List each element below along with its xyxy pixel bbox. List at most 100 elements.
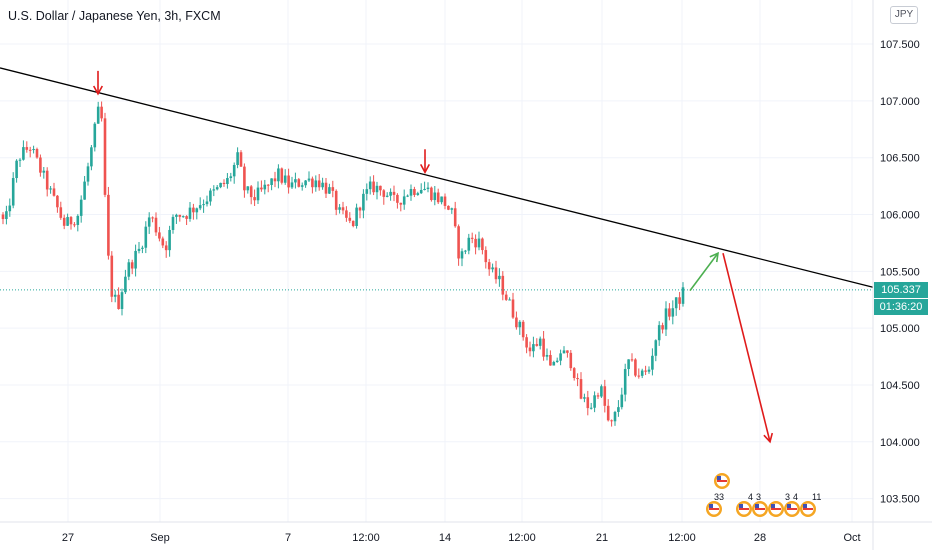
candle-body xyxy=(73,224,76,226)
candle-body xyxy=(246,186,250,191)
event-flag-canton xyxy=(787,504,791,508)
candle-body xyxy=(25,147,29,150)
candle-body xyxy=(345,210,348,218)
time-tick-label: 27 xyxy=(62,532,74,544)
candle-body xyxy=(321,182,324,188)
candle-body xyxy=(365,189,369,194)
candle-body xyxy=(491,267,494,270)
price-tick-label: 104.500 xyxy=(880,380,920,392)
candle-body xyxy=(39,157,42,173)
candle-body xyxy=(56,195,59,208)
candle-body xyxy=(559,353,562,361)
time-tick-label: Sep xyxy=(150,532,170,544)
candle-body xyxy=(239,152,243,167)
candle-body xyxy=(402,196,406,205)
candle-body xyxy=(593,395,596,408)
candle-body xyxy=(69,217,73,225)
event-flag-stripe xyxy=(787,508,797,510)
candle-body xyxy=(457,226,460,259)
candle-body xyxy=(222,182,226,185)
candle-body xyxy=(205,201,209,205)
candle-body xyxy=(117,294,120,309)
candle-body xyxy=(113,294,117,297)
candle-body xyxy=(481,238,484,251)
candle-body xyxy=(103,118,107,195)
candle-body xyxy=(430,187,433,201)
candle-body xyxy=(535,344,539,346)
candle-body xyxy=(569,352,573,369)
event-flag-stripe xyxy=(717,480,727,482)
candle-body xyxy=(32,149,35,151)
candle-body xyxy=(351,220,355,227)
candle-body xyxy=(362,193,365,211)
candle-body xyxy=(477,238,481,248)
candle-body xyxy=(331,187,335,191)
candle-body xyxy=(433,192,437,201)
candle-body xyxy=(263,184,267,190)
candle-body xyxy=(348,217,352,221)
candle-body xyxy=(185,216,188,219)
bar-countdown-label: 01:36:20 xyxy=(874,298,928,315)
candle-body xyxy=(572,368,576,378)
candle-body xyxy=(382,190,386,197)
candle-body xyxy=(399,202,403,205)
last-price-label: 105.337 xyxy=(874,281,928,298)
event-flag-stripe xyxy=(739,508,749,510)
candle-body xyxy=(552,361,556,366)
candle-body xyxy=(630,359,634,361)
candle-body xyxy=(120,292,124,309)
event-count-label: 33 xyxy=(714,492,724,502)
candle-body xyxy=(273,178,277,182)
candle-body xyxy=(379,185,382,191)
candle-body xyxy=(640,370,644,376)
price-tick-label: 103.500 xyxy=(880,494,920,506)
candle-body xyxy=(423,188,426,190)
candle-body xyxy=(66,217,69,226)
candle-body xyxy=(253,197,256,201)
candle-body xyxy=(464,250,467,252)
candle-body xyxy=(634,359,637,376)
candle-body xyxy=(22,147,25,160)
candle-body xyxy=(620,394,624,408)
candle-body xyxy=(324,182,328,194)
candle-body xyxy=(202,204,205,206)
candle-body xyxy=(358,207,362,211)
candle-body xyxy=(566,350,569,353)
candle-body xyxy=(45,170,49,190)
candle-body xyxy=(375,185,379,193)
time-tick-label: 21 xyxy=(596,532,608,544)
candle-body xyxy=(96,106,100,124)
candle-body xyxy=(83,181,86,200)
event-count-label: 4 xyxy=(748,492,753,502)
candle-body xyxy=(681,287,685,304)
projection-down-arrow-head xyxy=(763,432,774,444)
price-tick-label: 105.000 xyxy=(880,323,920,335)
candle-body xyxy=(188,207,192,219)
candle-body xyxy=(515,317,518,328)
candle-body xyxy=(5,211,8,220)
candle-body xyxy=(355,207,358,227)
candle-body xyxy=(300,185,304,187)
candle-body xyxy=(586,397,590,409)
candle-body xyxy=(287,175,290,188)
candle-body xyxy=(508,299,511,301)
candle-body xyxy=(610,420,613,422)
candle-body xyxy=(396,194,399,203)
candle-body xyxy=(576,377,579,380)
candle-body xyxy=(460,251,464,259)
candle-body xyxy=(226,178,229,185)
candle-body xyxy=(8,205,12,212)
candle-body xyxy=(266,184,270,186)
currency-badge[interactable]: JPY xyxy=(890,6,918,24)
candle-body xyxy=(613,411,617,422)
candle-body xyxy=(161,238,165,246)
candle-body xyxy=(528,347,532,352)
candle-body xyxy=(504,294,508,300)
candle-body xyxy=(270,178,273,185)
price-axis[interactable]: 103.500 104.000 104.500 105.000 105.500 106.0… xyxy=(872,0,920,550)
candle-body xyxy=(93,123,97,148)
time-axis[interactable]: 27 Sep 7 12:00 14 12:00 21 12:00 28 Oct xyxy=(0,521,932,544)
candle-body xyxy=(637,375,641,377)
down-marker-arrow-head xyxy=(419,164,431,174)
